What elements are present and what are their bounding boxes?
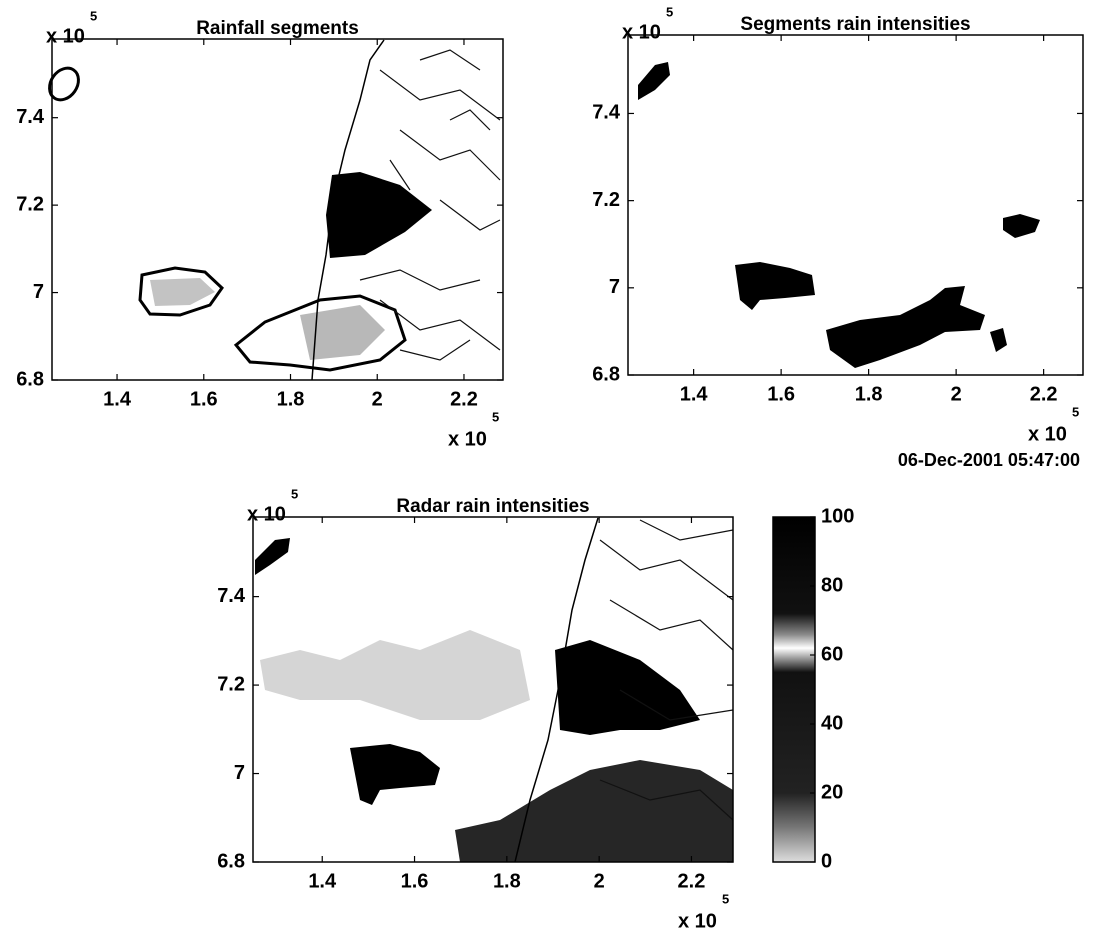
chart-title: Radar rain intensities	[396, 496, 589, 517]
y-tick-label: 6.8	[217, 850, 245, 872]
timestamp: 06-Dec-2001 05:47:00	[898, 450, 1080, 470]
y-tick-label: 6.8	[16, 368, 44, 390]
x-tick-label: 2	[951, 383, 962, 405]
chart-title: Segments rain intensities	[740, 14, 970, 35]
y-tick-label: 7.4	[592, 102, 621, 124]
x-multiplier-exponent: 5	[492, 409, 499, 424]
map-rainfall-segments	[48, 39, 501, 381]
x-multiplier-exponent: 5	[722, 891, 729, 906]
colorbar-tick-label: 60	[821, 643, 843, 665]
x-tick-label: 1.8	[277, 388, 305, 410]
x-tick-label: 1.8	[493, 870, 521, 892]
x-tick-label: 1.6	[401, 870, 429, 892]
colorbar-tick-label: 40	[821, 712, 843, 734]
x-tick-label: 2.2	[450, 388, 478, 410]
colorbar-tick-label: 100	[821, 505, 854, 527]
x-tick-label: 1.4	[680, 383, 709, 405]
y-tick-label: 7	[234, 762, 245, 784]
y-tick-label: 7	[33, 281, 44, 303]
colorbar-tick-label: 0	[821, 850, 832, 872]
x-tick-label: 2	[372, 388, 383, 410]
colorbar-tick-label: 80	[821, 574, 843, 596]
y-tick-label: 7.2	[16, 193, 44, 215]
y-tick-label: 7.4	[217, 585, 246, 607]
x-tick-label: 2.2	[1030, 383, 1058, 405]
x-tick-label: 1.6	[190, 388, 218, 410]
plot-frame	[51, 38, 504, 381]
x-tick-label: 2.2	[678, 870, 706, 892]
y-multiplier-exponent: 5	[291, 486, 298, 501]
y-tick-label: 7.2	[217, 673, 245, 695]
y-multiplier: x 10	[247, 503, 286, 525]
x-multiplier: x 10	[1028, 423, 1067, 445]
y-multiplier: x 10	[46, 25, 85, 47]
y-multiplier-exponent: 5	[90, 8, 97, 23]
y-multiplier: x 10	[622, 21, 661, 43]
map-segments-intensities	[638, 62, 1040, 368]
x-tick-label: 1.8	[855, 383, 883, 405]
x-tick-label: 1.4	[103, 388, 132, 410]
x-multiplier: x 10	[448, 428, 487, 450]
plot-frame	[627, 34, 1084, 376]
y-multiplier-exponent: 5	[666, 4, 673, 19]
colorbar-tick-label: 20	[821, 781, 843, 803]
y-tick-label: 7.2	[592, 189, 620, 211]
chart-title: Rainfall segments	[196, 18, 359, 39]
map-radar-intensities	[255, 516, 816, 863]
y-tick-label: 7.4	[16, 106, 45, 128]
y-tick-label: 7	[609, 276, 620, 298]
y-tick-label: 6.8	[592, 363, 620, 385]
x-multiplier: x 10	[678, 910, 717, 932]
colorbar	[772, 516, 816, 863]
plot-frame	[252, 516, 734, 863]
x-tick-label: 1.4	[308, 870, 337, 892]
x-tick-label: 1.6	[767, 383, 795, 405]
x-multiplier-exponent: 5	[1072, 404, 1079, 419]
x-tick-label: 2	[594, 870, 605, 892]
